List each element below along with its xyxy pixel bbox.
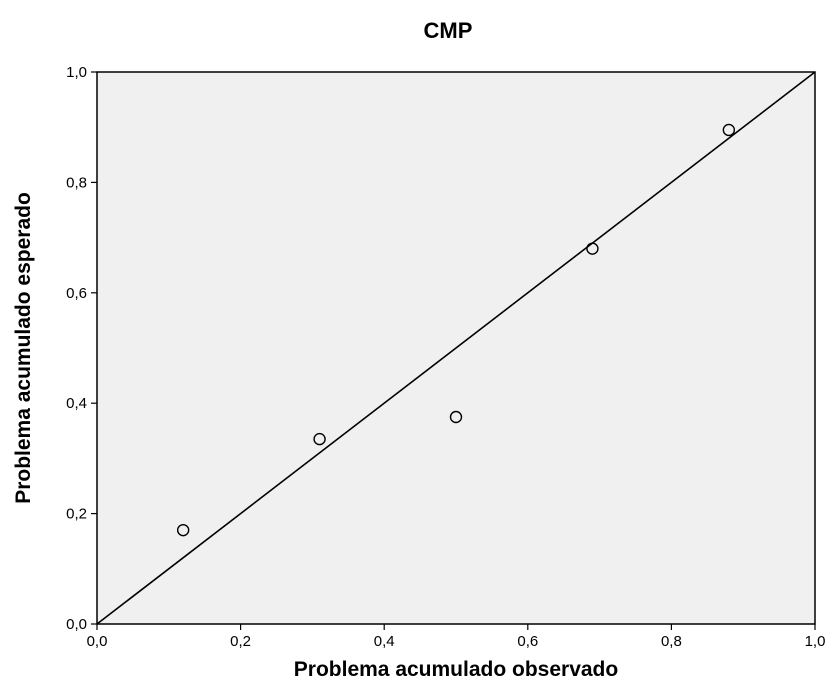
x-tick-label: 0,8 <box>661 633 682 650</box>
x-tick-label: 0,4 <box>374 633 395 650</box>
data-point <box>313 432 326 446</box>
y-tick-label: 0,4 <box>66 395 87 412</box>
y-tick-label: 1,0 <box>66 64 87 81</box>
x-axis-label: Problema acumulado observado <box>294 658 618 681</box>
x-tick-label: 0,2 <box>230 633 251 650</box>
y-tick-label: 0,6 <box>66 285 87 302</box>
data-point <box>722 123 736 137</box>
x-tick-label: 0,6 <box>517 633 538 650</box>
reference-line <box>96 71 816 625</box>
data-point <box>449 410 463 424</box>
y-axis-ticks: 0,0 0,2 0,4 0,6 0,8 1,0 <box>66 64 97 633</box>
x-axis-ticks: 0,0 0,2 0,4 0,6 0,8 1,0 <box>87 624 826 650</box>
y-tick-label: 0,0 <box>66 616 87 633</box>
y-tick-label: 0,8 <box>66 174 87 191</box>
data-point <box>586 242 599 255</box>
y-axis-label: Problema acumulado esperado <box>12 192 35 504</box>
y-tick-label: 0,2 <box>66 506 87 523</box>
x-tick-label: 0,0 <box>87 633 108 650</box>
x-tick-label: 1,0 <box>805 633 826 650</box>
chart-title: CMP <box>424 18 473 43</box>
data-point <box>176 523 190 537</box>
data-points <box>176 123 736 537</box>
